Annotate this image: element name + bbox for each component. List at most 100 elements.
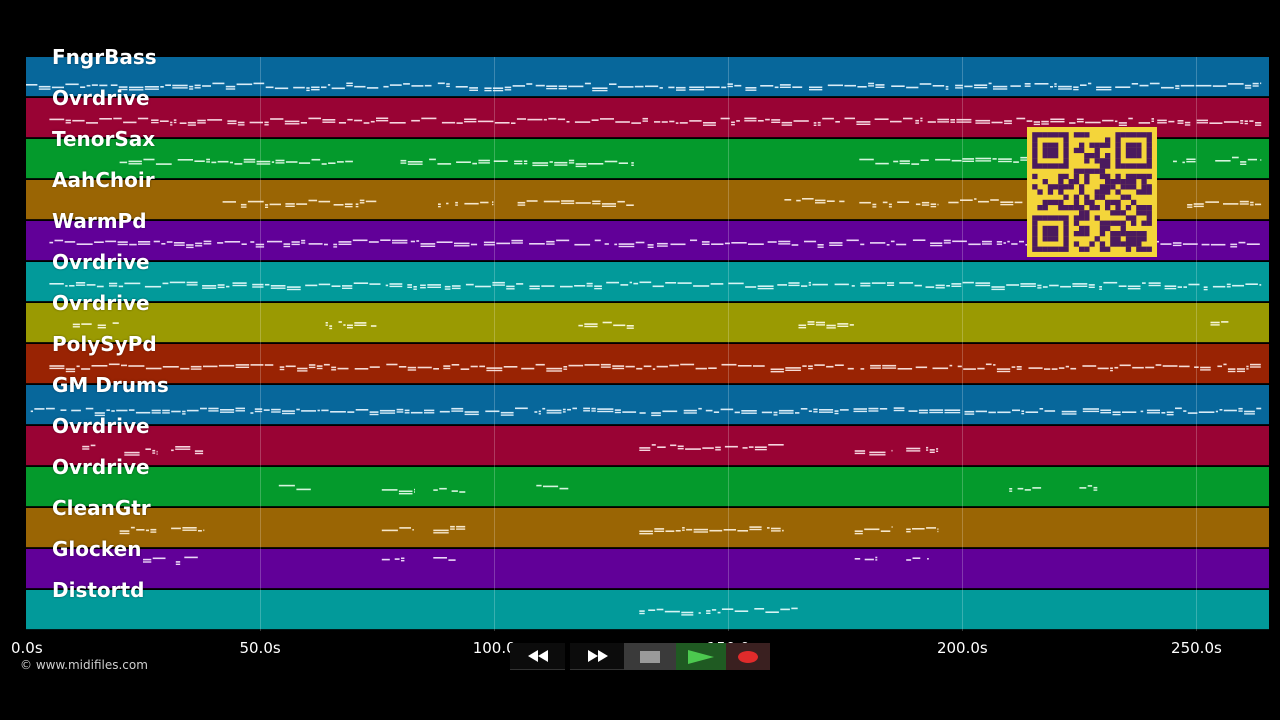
- note: [469, 87, 478, 89]
- note: [737, 530, 748, 532]
- note: [470, 365, 478, 368]
- note: [997, 411, 1011, 414]
- note: [464, 411, 479, 413]
- note: [1065, 365, 1069, 368]
- track-lane[interactable]: [26, 467, 1269, 507]
- note: [143, 558, 152, 561]
- note: [195, 242, 203, 245]
- note: [801, 285, 808, 287]
- note: [464, 413, 479, 416]
- note: [1050, 121, 1065, 123]
- note: [381, 529, 398, 532]
- track-label: WarmPd: [52, 209, 147, 233]
- track-lane[interactable]: [26, 57, 1269, 97]
- note: [975, 284, 991, 287]
- note: [282, 410, 295, 412]
- note: [754, 446, 767, 448]
- note: [329, 327, 333, 330]
- note: [1166, 411, 1174, 414]
- fast-forward-button[interactable]: [570, 643, 625, 670]
- note: [338, 241, 352, 243]
- track-lane[interactable]: [26, 385, 1269, 425]
- note: [86, 84, 91, 87]
- note: [1097, 367, 1109, 370]
- note: [647, 246, 654, 248]
- note: [1168, 120, 1175, 123]
- note: [363, 122, 370, 124]
- note: [152, 452, 156, 454]
- note: [400, 159, 407, 162]
- note: [71, 409, 81, 412]
- note: [203, 243, 212, 245]
- note: [279, 366, 285, 368]
- note: [597, 410, 614, 413]
- note: [975, 119, 991, 122]
- note: [915, 366, 928, 369]
- record-icon: [738, 650, 758, 663]
- note: [1076, 118, 1084, 121]
- note: [804, 240, 817, 243]
- note: [618, 245, 635, 248]
- track-lane[interactable]: [26, 262, 1269, 302]
- note: [255, 243, 265, 246]
- stop-button[interactable]: [624, 643, 676, 670]
- track-lane[interactable]: [26, 344, 1269, 384]
- note: [1244, 120, 1248, 122]
- track-lane[interactable]: [26, 303, 1269, 343]
- note: [308, 364, 316, 366]
- record-button[interactable]: [726, 643, 770, 670]
- note: [451, 285, 461, 287]
- note: [444, 285, 451, 288]
- note: [500, 414, 514, 416]
- note: [1112, 411, 1121, 413]
- note: [875, 84, 885, 86]
- rewind-button[interactable]: [510, 643, 565, 670]
- note: [647, 244, 654, 246]
- track-lane[interactable]: [26, 426, 1269, 466]
- note: [1250, 366, 1261, 368]
- note: [72, 326, 80, 328]
- note: [778, 409, 794, 412]
- note: [138, 243, 151, 245]
- note: [1193, 205, 1204, 208]
- note: [796, 199, 801, 202]
- track-lane[interactable]: [26, 549, 1269, 589]
- note: [1000, 203, 1014, 206]
- note: [72, 323, 80, 326]
- note: [935, 287, 945, 289]
- note: [559, 487, 569, 490]
- note: [1193, 203, 1204, 205]
- note: [347, 327, 353, 329]
- note: [645, 85, 659, 88]
- note: [731, 124, 735, 126]
- note: [475, 285, 491, 288]
- note: [1252, 85, 1259, 87]
- note: [136, 529, 145, 531]
- note: [480, 201, 489, 204]
- note: [1006, 284, 1019, 286]
- note: [404, 409, 410, 412]
- note: [250, 241, 255, 243]
- note: [857, 86, 867, 88]
- note: [243, 161, 256, 163]
- note: [1164, 287, 1177, 290]
- note: [460, 368, 470, 370]
- note: [669, 120, 675, 123]
- note: [774, 86, 779, 89]
- note: [575, 163, 587, 165]
- note: [870, 367, 881, 369]
- play-icon: [688, 649, 714, 664]
- note: [693, 528, 708, 531]
- note: [1255, 203, 1262, 206]
- play-button[interactable]: [676, 643, 726, 670]
- note: [827, 84, 843, 87]
- track-lane[interactable]: [26, 590, 1269, 630]
- note: [1223, 363, 1227, 366]
- note: [615, 121, 630, 123]
- note: [256, 163, 271, 165]
- note: [182, 413, 186, 415]
- note: [1178, 365, 1190, 368]
- note: [411, 85, 424, 87]
- track-lane[interactable]: [26, 508, 1269, 548]
- note: [177, 159, 193, 161]
